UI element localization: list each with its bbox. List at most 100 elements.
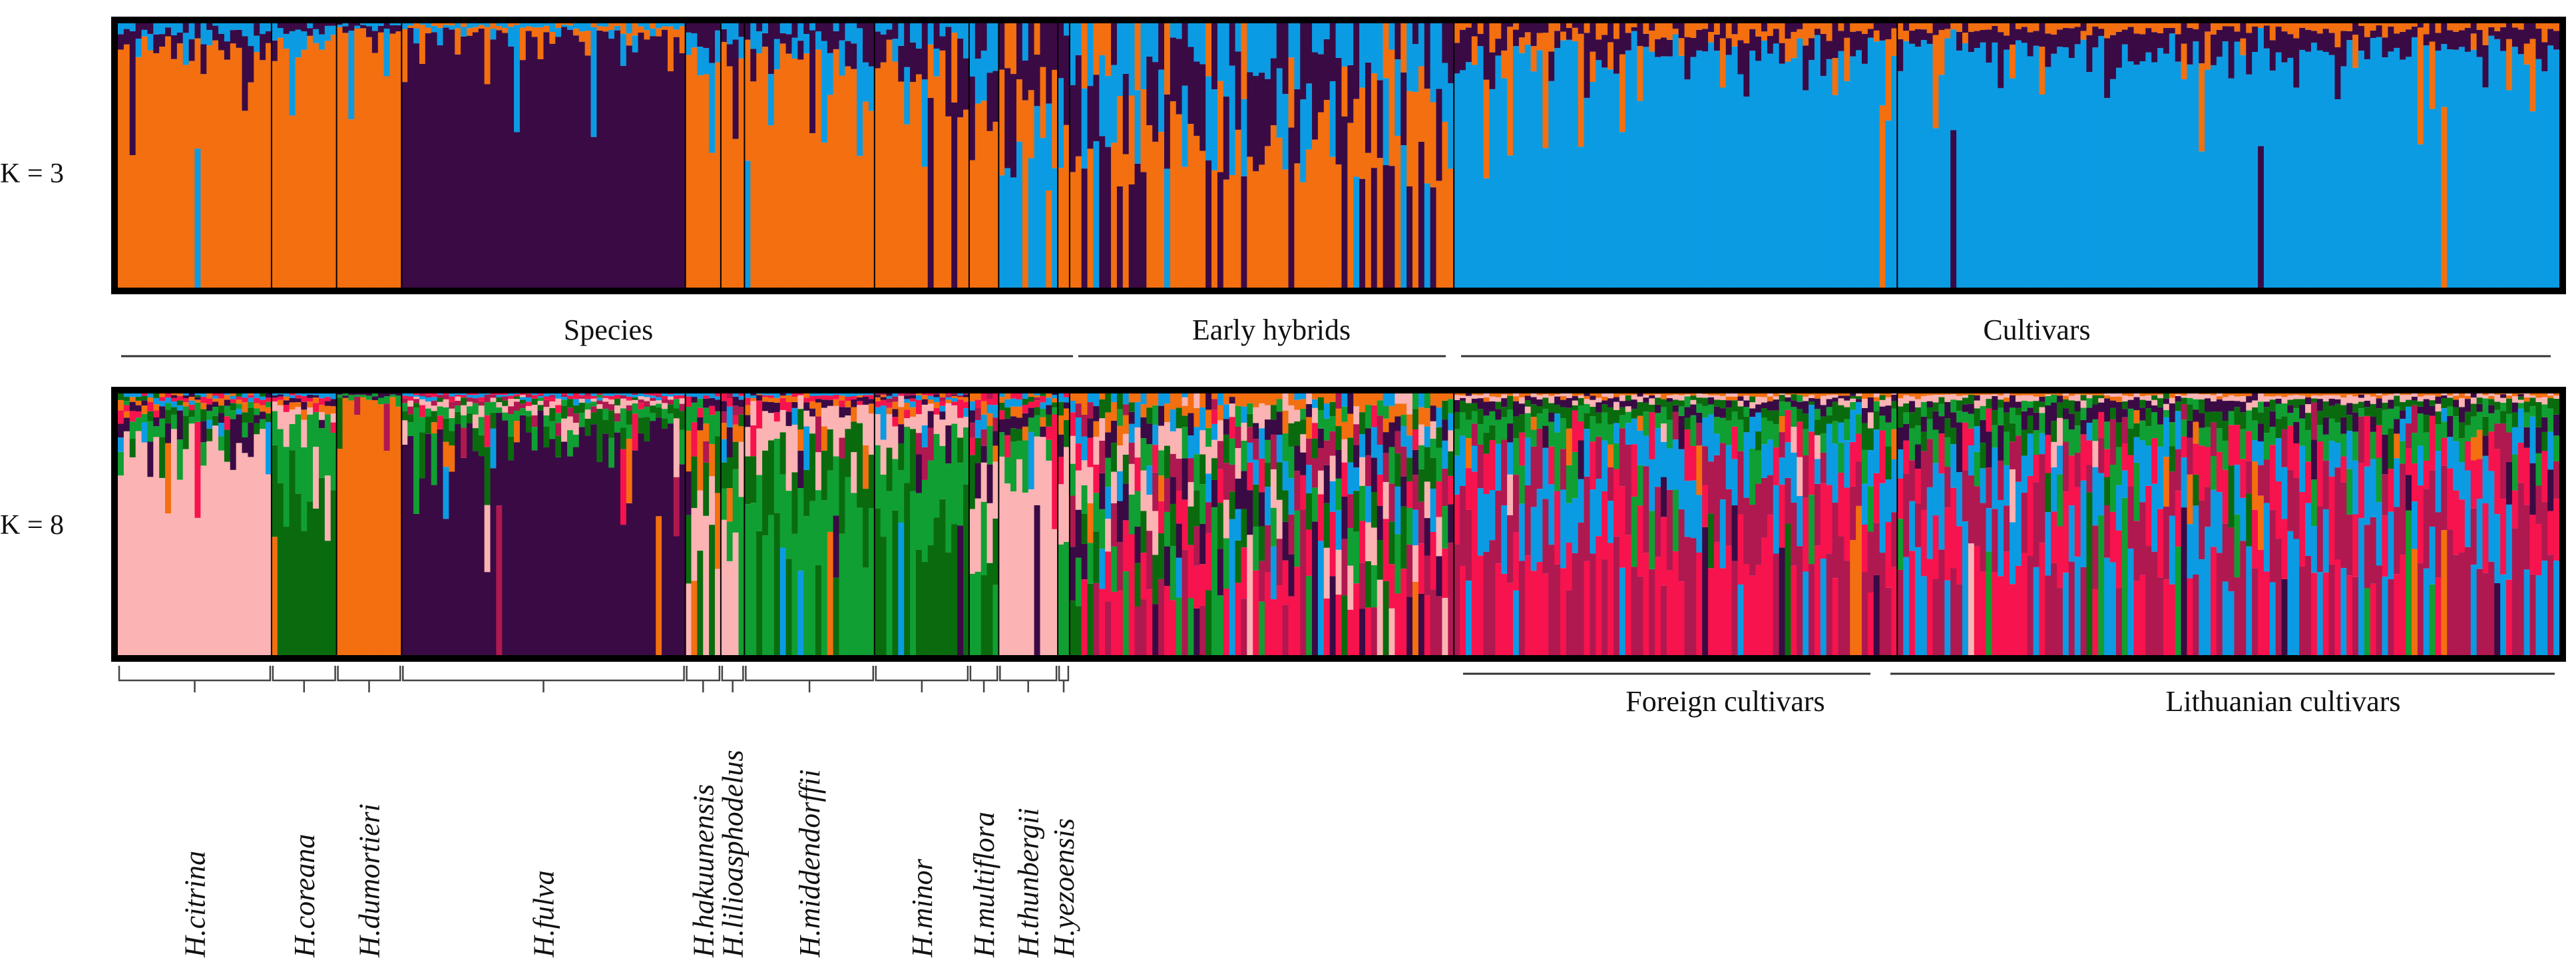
admixture-bar-segment bbox=[2216, 492, 2223, 553]
admixture-bar-segment bbox=[389, 25, 397, 34]
admixture-bar-segment bbox=[1862, 33, 1868, 64]
admixture-bar-segment bbox=[1696, 29, 1703, 51]
admixture-bar-segment bbox=[1631, 393, 1638, 395]
admixture-bar-segment bbox=[2316, 395, 2324, 399]
admixture-bar-segment bbox=[2039, 454, 2045, 543]
admixture-bar-segment bbox=[176, 43, 184, 288]
admixture-bar-segment bbox=[1920, 451, 1928, 510]
admixture-bar-segment bbox=[673, 29, 680, 37]
admixture-bar-segment bbox=[1152, 425, 1159, 445]
admixture-bar-segment bbox=[1347, 528, 1354, 566]
admixture-bar-segment bbox=[2394, 393, 2400, 396]
admixture-bar-segment bbox=[1034, 505, 1041, 655]
admixture-bar-segment bbox=[508, 414, 515, 437]
admixture-bar-segment bbox=[2175, 61, 2182, 288]
admixture-bar-segment bbox=[407, 396, 414, 401]
admixture-bar-segment bbox=[1572, 396, 1579, 401]
admixture-bar-segment bbox=[1193, 608, 1200, 655]
admixture-bar-segment bbox=[1471, 411, 1478, 424]
admixture-bar-segment bbox=[1034, 395, 1041, 397]
admixture-bar-segment bbox=[880, 439, 887, 475]
admixture-bar-segment bbox=[673, 477, 680, 537]
admixture-bar-segment bbox=[1938, 397, 1945, 404]
admixture-bar-segment bbox=[767, 515, 775, 655]
admixture-bar-segment bbox=[2376, 398, 2383, 409]
admixture-bar-segment bbox=[1602, 393, 1608, 397]
admixture-bar-segment bbox=[1306, 403, 1313, 417]
admixture-bar-segment bbox=[809, 133, 816, 288]
admixture-bar-segment bbox=[715, 393, 722, 397]
admixture-bar-segment bbox=[2039, 413, 2045, 433]
admixture-bar-segment bbox=[1708, 393, 1715, 395]
admixture-bar-segment bbox=[1832, 503, 1839, 579]
admixture-bar-segment bbox=[1708, 404, 1715, 415]
admixture-bar-segment bbox=[383, 396, 391, 404]
admixture-bar-segment bbox=[2104, 398, 2111, 422]
admixture-bar-segment bbox=[266, 401, 272, 407]
admixture-bar-segment bbox=[2175, 34, 2182, 62]
admixture-bar-segment bbox=[531, 398, 538, 405]
admixture-bar-segment bbox=[1282, 490, 1289, 522]
admixture-bar-segment bbox=[2033, 454, 2040, 483]
admixture-bar-segment bbox=[224, 399, 231, 406]
admixture-bar-segment bbox=[1471, 36, 1478, 65]
admixture-bar-segment bbox=[425, 393, 432, 395]
admixture-bar-segment bbox=[2511, 393, 2519, 397]
admixture-bar-segment bbox=[1773, 393, 1780, 397]
admixture-bar-segment bbox=[2139, 407, 2146, 421]
admixture-bar-segment bbox=[1566, 393, 1573, 398]
admixture-bar-segment bbox=[2252, 400, 2258, 407]
admixture-bar-segment bbox=[1548, 395, 1555, 403]
admixture-bar-segment bbox=[1743, 393, 1750, 396]
admixture-bar-segment bbox=[1347, 494, 1354, 529]
admixture-bar-segment bbox=[135, 393, 142, 397]
admixture-bar-segment bbox=[1530, 46, 1538, 72]
admixture-bar-segment bbox=[1187, 545, 1195, 599]
admixture-bar-segment bbox=[1170, 546, 1177, 601]
admixture-bar-segment bbox=[2553, 561, 2560, 655]
admixture-bar-segment bbox=[461, 457, 467, 655]
admixture-bar-segment bbox=[123, 393, 130, 397]
admixture-bar-segment bbox=[2139, 399, 2146, 408]
admixture-bar-segment bbox=[1306, 493, 1313, 530]
admixture-bar-segment bbox=[874, 397, 881, 401]
admixture-bar-segment bbox=[1081, 436, 1088, 461]
admixture-bar-segment bbox=[1992, 25, 1998, 43]
admixture-bar-segment bbox=[1637, 46, 1643, 101]
admixture-bar-segment bbox=[1649, 51, 1655, 288]
admixture-bar-segment bbox=[1856, 31, 1862, 51]
admixture-bar-segment bbox=[1713, 399, 1721, 407]
admixture-bar-segment bbox=[1152, 472, 1159, 511]
admixture-bar-segment bbox=[785, 393, 793, 395]
admixture-bar-segment bbox=[1022, 100, 1029, 288]
admixture-bar-segment bbox=[1465, 395, 1472, 403]
admixture-bar-segment bbox=[963, 23, 970, 59]
admixture-bar-segment bbox=[957, 417, 964, 438]
admixture-bar-segment bbox=[118, 34, 124, 50]
admixture-bar-segment bbox=[307, 407, 314, 415]
admixture-bar-segment bbox=[1288, 446, 1295, 479]
admixture-bar-segment bbox=[2482, 395, 2489, 399]
admixture-bar-segment bbox=[1164, 478, 1171, 512]
admixture-bar-segment bbox=[1992, 394, 1998, 396]
admixture-bar-segment bbox=[1430, 405, 1437, 421]
admixture-bar-segment bbox=[1241, 422, 1247, 441]
admixture-bar-segment bbox=[1708, 397, 1715, 405]
admixture-bar-segment bbox=[1885, 393, 1892, 397]
admixture-bar-segment bbox=[1897, 427, 1904, 449]
admixture-bar-segment bbox=[389, 393, 397, 395]
admixture-bar-segment bbox=[194, 395, 201, 397]
admixture-bar-segment bbox=[1288, 514, 1295, 555]
admixture-bar-segment bbox=[1211, 89, 1218, 170]
admixture-bar-segment bbox=[2541, 404, 2548, 417]
admixture-bar-segment bbox=[266, 421, 272, 475]
admixture-bar-segment bbox=[1980, 571, 1987, 655]
admixture-bar-segment bbox=[863, 397, 869, 405]
admixture-bar-segment bbox=[1968, 31, 1975, 53]
admixture-bar-segment bbox=[1430, 438, 1437, 458]
admixture-bar-segment bbox=[886, 23, 893, 30]
admixture-bar-segment bbox=[2269, 411, 2276, 427]
admixture-bar-segment bbox=[1749, 29, 1756, 51]
admixture-bar-segment bbox=[1844, 37, 1850, 81]
admixture-bar-segment bbox=[206, 428, 213, 441]
